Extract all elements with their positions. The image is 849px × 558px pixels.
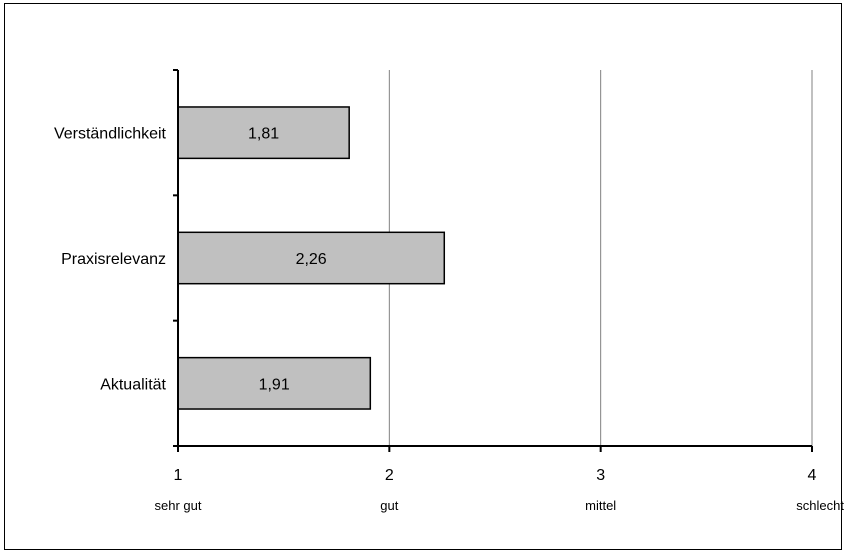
bar-1 (177, 231, 446, 285)
category-label-0: Verständlichkeit (54, 126, 167, 143)
x-tick-sublabel-3: mittel (585, 498, 616, 513)
x-tick-label-4: 4 (808, 467, 817, 484)
category-label-2: Aktualität (100, 376, 166, 393)
x-tick-label-3: 3 (596, 467, 605, 484)
x-tick-label-1: 1 (174, 467, 183, 484)
x-tick-sublabel-4: schlecht (796, 498, 844, 513)
x-tick-sublabel-1: sehr gut (155, 498, 202, 513)
x-tick-label-2: 2 (385, 467, 394, 484)
data-label-1: 2,26 (296, 251, 327, 268)
bar-2 (177, 356, 372, 410)
x-tick-sublabel-2: gut (380, 498, 398, 513)
data-label-0: 1,81 (248, 126, 279, 143)
data-label-2: 1,91 (259, 376, 290, 393)
category-label-1: Praxisrelevanz (61, 251, 166, 268)
bar-0 (177, 106, 350, 160)
